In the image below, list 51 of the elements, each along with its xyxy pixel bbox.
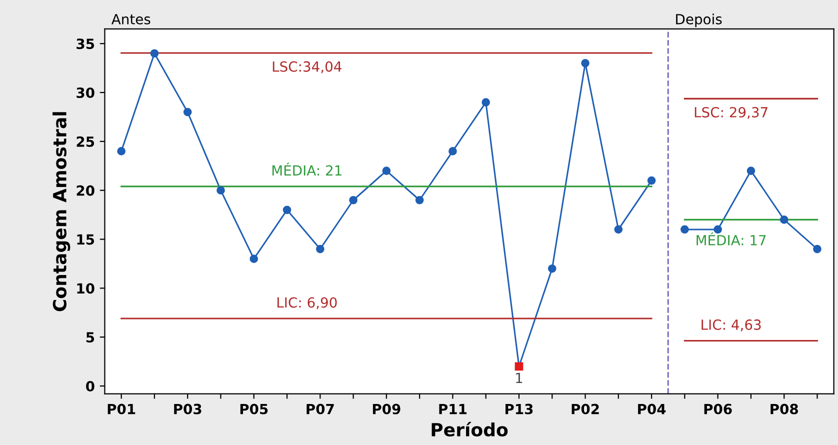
series-label: LIC: 4,63 [702, 319, 761, 332]
y-axis-title: Contagem Amostral [52, 112, 70, 312]
point [382, 166, 391, 175]
point [482, 98, 490, 106]
point [746, 166, 756, 175]
y-tick-label: 20 [76, 185, 94, 196]
x-axis-title: Período [432, 422, 508, 437]
series-label: LIC: 6,90 [277, 297, 337, 310]
text: Antes [111, 14, 150, 24]
x-tick-label: P07 [306, 404, 334, 414]
point [349, 196, 358, 204]
point [780, 216, 788, 224]
x-tick-label: P08 [770, 404, 798, 414]
series-label: LSC: 29,37 [694, 106, 768, 119]
y-tick-label: 10 [77, 283, 94, 294]
x-tick-label: P05 [240, 404, 268, 414]
x-tick-label: P13 [506, 404, 533, 414]
text: Depois [676, 14, 722, 28]
point [514, 362, 524, 371]
point [813, 244, 822, 254]
x-tick-label: P02 [572, 404, 599, 414]
x-tick-label: P01 [108, 404, 136, 414]
y-tick-label: 35 [76, 38, 94, 50]
point [680, 225, 689, 234]
point [614, 225, 623, 234]
x-tick-label: P04 [638, 404, 666, 414]
point [282, 206, 292, 214]
y-tick-label: 25 [76, 136, 94, 147]
x-tick-label: P06 [704, 404, 732, 414]
point [250, 254, 258, 263]
point [647, 176, 656, 185]
series-label: MÉDIA: 17 [696, 232, 766, 246]
y-tick-label: 15 [77, 234, 94, 245]
point [183, 108, 192, 116]
point [448, 147, 457, 156]
point [150, 49, 159, 58]
x-tick-label: P11 [439, 404, 467, 414]
point [581, 59, 590, 68]
point [216, 186, 225, 195]
x-tick-label: P09 [372, 404, 400, 414]
series-label: LSC:34,04 [272, 61, 342, 74]
annotation: 1 [516, 372, 522, 383]
y-tick-label: 30 [76, 87, 94, 98]
series-label: MÉDIA: 21 [272, 162, 342, 176]
point [117, 147, 126, 156]
point [548, 264, 556, 273]
point [415, 196, 424, 204]
x-tick-label: P03 [174, 404, 202, 414]
point [316, 244, 324, 254]
y-tick-label: 5 [86, 332, 94, 343]
y-tick-label: 0 [86, 380, 94, 392]
